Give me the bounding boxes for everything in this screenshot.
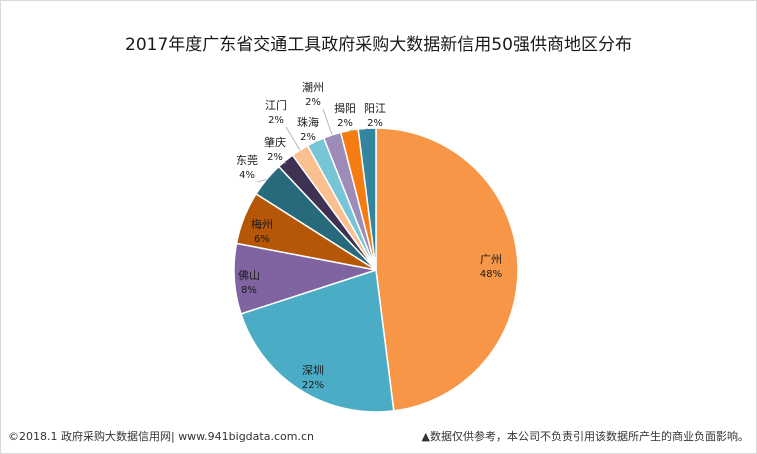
pie-slice-2 <box>240 269 395 413</box>
slice-label: 珠海 <box>297 115 319 129</box>
chart-title: 2017年度广东省交通工具政府采购大数据新信用50强供商地区分布 <box>125 35 632 55</box>
pie-slices <box>233 127 519 413</box>
slice-labels: 广州 48% 深圳 22% 佛山 8% 梅州 6% 东莞 4% 肇庆 2% 江门 2% 珠海 2% 潮州 2% 揭阳… <box>236 80 502 391</box>
leader-line <box>284 160 286 165</box>
pie-slice-1 <box>375 127 519 412</box>
slice-label: 揭阳 <box>334 101 356 115</box>
slice-percent-label: 2% <box>367 118 383 129</box>
leader-line <box>256 179 267 183</box>
slice-label: 广州 <box>480 253 502 266</box>
footer-disclaimer: ▲数据仅供参考，本公司不负责引用该数据所产生的商业负面影响。 <box>421 430 749 443</box>
leader-line <box>349 129 356 131</box>
leader-line <box>322 108 333 136</box>
slice-percent-label: 48% <box>480 269 502 280</box>
footer-source: ©2018.1 政府采购大数据信用网| www.941bigdata.com.c… <box>8 430 314 443</box>
slice-label: 梅州 <box>251 217 273 231</box>
slice-percent-label: 2% <box>305 97 321 108</box>
slice-label: 潮州 <box>302 80 324 94</box>
slice-percent-label: 6% <box>254 234 270 245</box>
slice-percent-label: 2% <box>267 152 283 163</box>
slice-percent-label: 2% <box>300 132 316 143</box>
slice-percent-label: 8% <box>241 285 257 296</box>
slice-label: 江门 <box>265 98 287 112</box>
slice-percent-label: 2% <box>337 118 353 129</box>
slice-label: 深圳 <box>302 364 324 377</box>
leader-line <box>364 127 368 131</box>
slice-label: 肇庆 <box>264 135 286 149</box>
slice-label: 阳江 <box>364 102 386 115</box>
slice-percent-label: 22% <box>302 380 324 391</box>
slice-percent-label: 2% <box>268 115 284 126</box>
slice-label: 佛山 <box>238 269 260 282</box>
slice-percent-label: 4% <box>239 170 255 181</box>
leader-lines <box>256 108 368 183</box>
leader-line <box>315 141 319 145</box>
leader-line <box>285 126 301 151</box>
slice-label: 东莞 <box>236 154 258 167</box>
